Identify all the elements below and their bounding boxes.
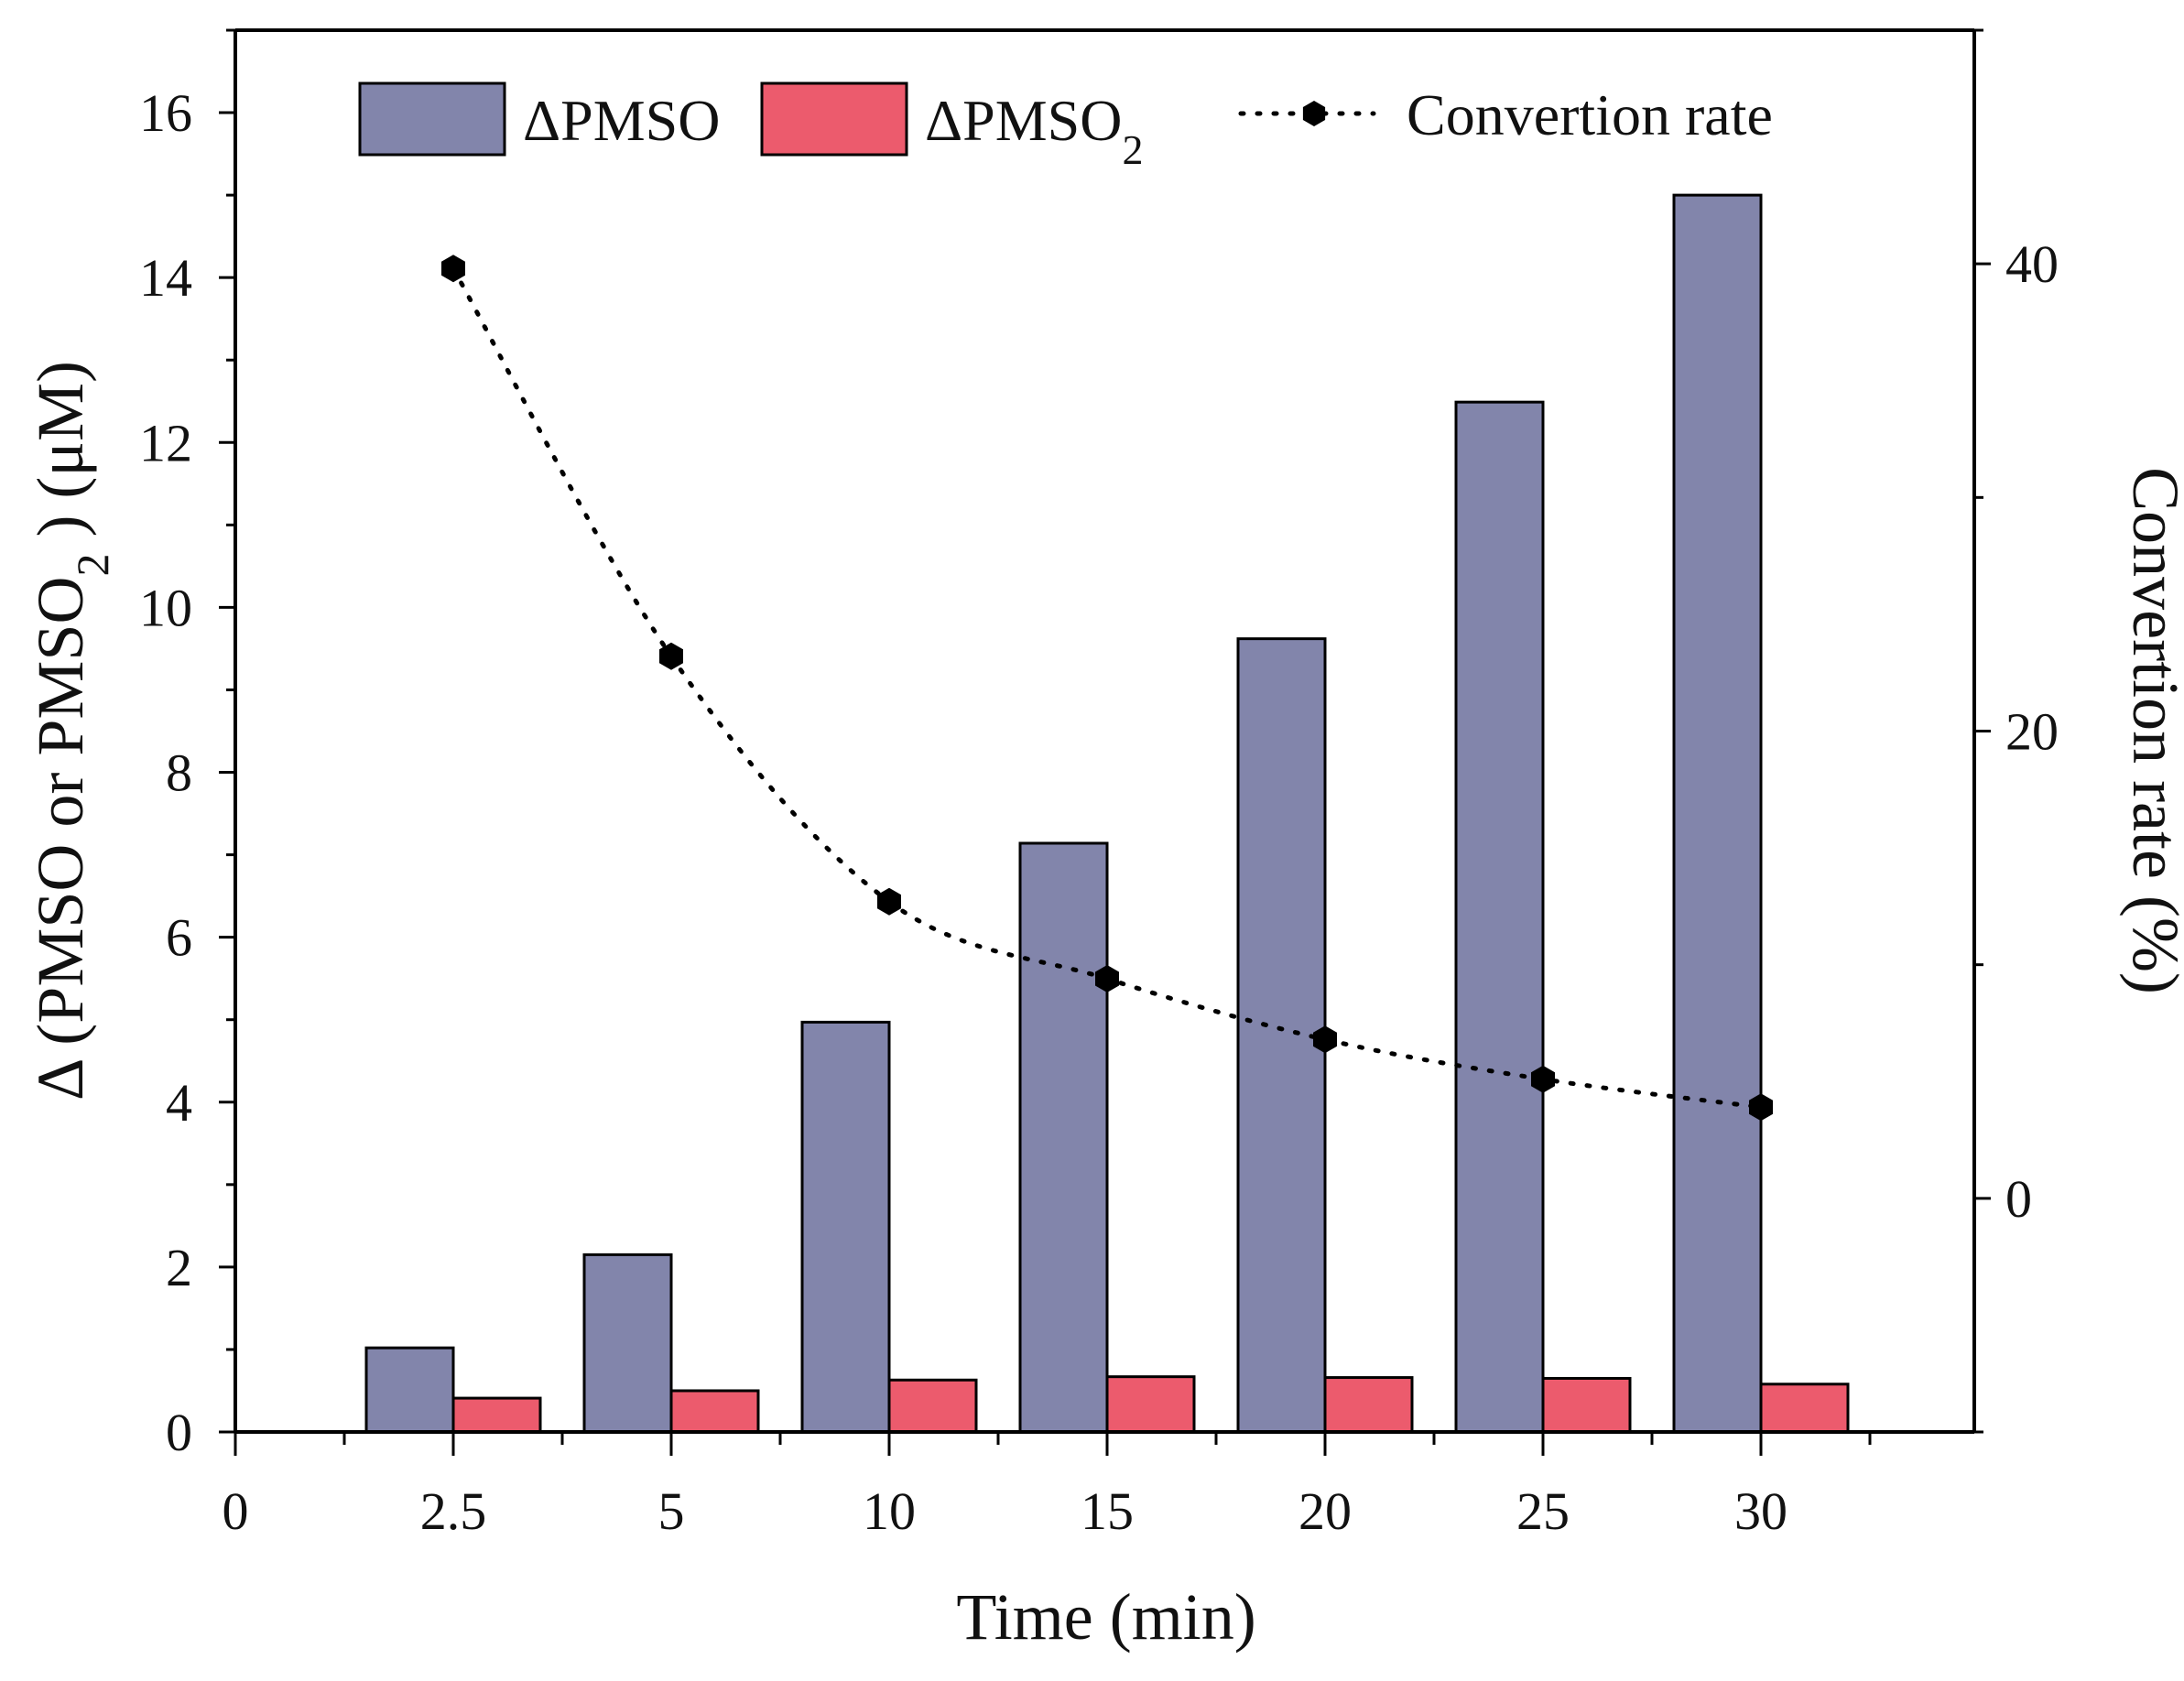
x-tick-label: 25 — [1516, 1481, 1570, 1541]
bar-pmso-15 — [1018, 841, 1109, 1434]
legend: ΔPMSO ΔPMSO2 Convertion rate — [358, 81, 1773, 173]
legend-label-pmso: ΔPMSO — [523, 88, 720, 153]
bar-pmso-2.5 — [364, 1346, 455, 1434]
legend-swatch-pmso2 — [760, 81, 908, 157]
conversion-point-5 — [659, 642, 683, 670]
ticks-layer: 0 2 4 6 8 10 12 14 16 0 20 40 0 2.5 5 10 15 20 25 30 — [139, 28, 2059, 1541]
bar-pmso2-2.5 — [451, 1396, 542, 1434]
conversion-line-layer — [441, 255, 1773, 1122]
y-left-tick-label: 14 — [139, 248, 192, 308]
x-tick-label: 2.5 — [420, 1481, 487, 1541]
y-left-tick-label: 8 — [166, 743, 192, 803]
conversion-point-20 — [1313, 1025, 1337, 1054]
legend-marker-hexagon — [1302, 101, 1326, 126]
y-left-tick-label: 10 — [139, 578, 192, 637]
bar-pmso-10 — [800, 1020, 891, 1434]
bar-pmso-25 — [1454, 400, 1545, 1434]
bar-pmso2-20 — [1323, 1376, 1414, 1434]
conversion-rate-line — [451, 266, 1764, 1110]
y-right-tick-label: 20 — [2005, 702, 2059, 762]
conversion-point-2.5 — [441, 255, 465, 283]
bar-pmso-5 — [582, 1253, 673, 1434]
legend-swatch-pmso — [358, 81, 506, 157]
y-right-tick-label: 40 — [2005, 234, 2059, 294]
conversion-point-15 — [1095, 965, 1119, 992]
y-left-tick-label: 16 — [139, 83, 192, 143]
bar-pmso2-30 — [1759, 1383, 1850, 1434]
bar-pmso2-5 — [669, 1389, 760, 1434]
y-axis-left-title: Δ (PMSO or PMSO2 ) (μM) — [24, 361, 118, 1101]
x-tick-label: 30 — [1734, 1481, 1787, 1541]
y-left-tick-label: 2 — [166, 1238, 192, 1297]
x-axis-title: Time (min) — [956, 1580, 1255, 1654]
conversion-point-10 — [877, 887, 901, 916]
conversion-point-30 — [1749, 1093, 1773, 1122]
y-left-tick-label: 12 — [139, 413, 192, 472]
y-left-tick-label: 6 — [166, 908, 192, 968]
legend-label-conversion: Convertion rate — [1407, 82, 1773, 147]
y-left-tick-label: 4 — [166, 1073, 192, 1133]
bar-pmso2-15 — [1105, 1375, 1196, 1434]
bars-layer — [364, 193, 1850, 1434]
legend-label-pmso2: ΔPMSO2 — [925, 88, 1143, 173]
bar-pmso-30 — [1672, 193, 1763, 1434]
conversion-point-25 — [1531, 1065, 1555, 1093]
bar-pmso2-10 — [887, 1378, 978, 1434]
bar-pmso2-25 — [1541, 1376, 1632, 1434]
x-tick-label: 5 — [658, 1481, 685, 1541]
x-tick-label: 10 — [863, 1481, 916, 1541]
x-tick-label: 0 — [223, 1481, 249, 1541]
x-tick-label: 20 — [1298, 1481, 1352, 1541]
y-right-tick-label: 0 — [2005, 1169, 2032, 1229]
y-left-tick-label: 0 — [166, 1403, 192, 1462]
y-axis-right-title: Convertion rate (%) — [2119, 467, 2184, 994]
x-tick-label: 15 — [1081, 1481, 1134, 1541]
